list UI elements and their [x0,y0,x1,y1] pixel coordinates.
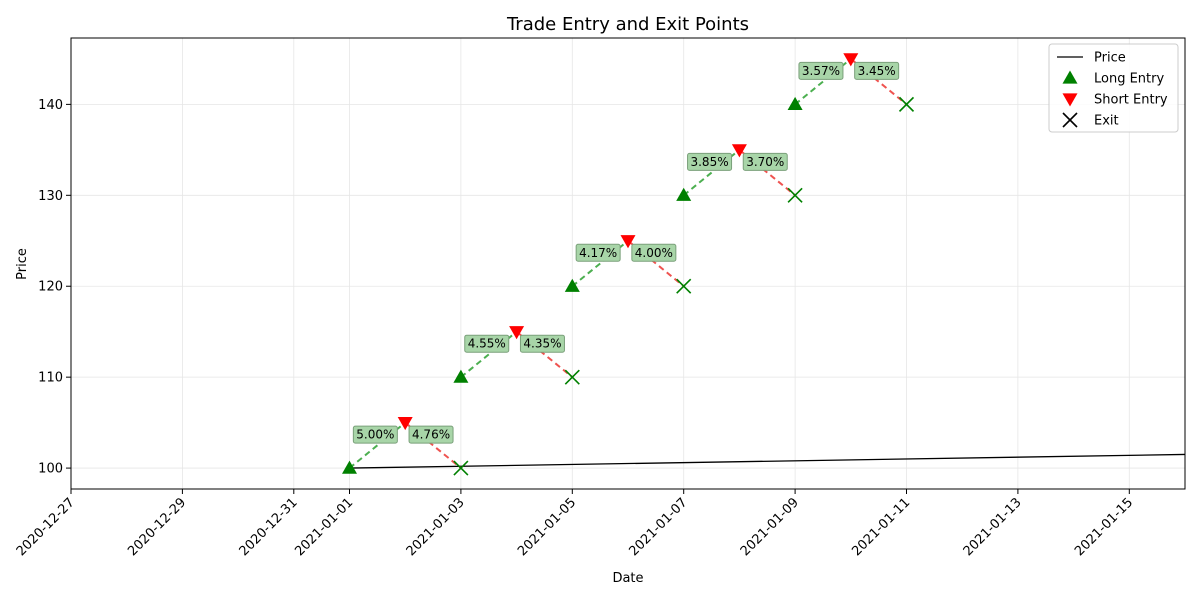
trade-3: 4.17% 4.00% [564,235,692,294]
y-tick-label: 140 [38,98,63,113]
trade-5: 3.57% 3.45% [787,53,915,112]
loss-label: 3.70% [746,155,784,169]
exit-marker [453,460,469,476]
long-entry-marker [342,460,357,474]
exit-marker [676,278,692,294]
gain-label-box [464,334,510,353]
long-entry-marker [453,369,469,383]
loss-label: 4.76% [412,428,450,442]
price-line [349,453,1185,469]
grid-lines [70,38,1185,489]
legend-label-short: Short Entry [1094,93,1168,108]
loss-label-box [519,334,565,353]
trade-4: 3.85% 3.70% [676,144,803,203]
loss-label-box [408,425,454,444]
gain-label: 3.85% [690,155,728,169]
axes-frame [70,37,1186,490]
gain-label: 5.00% [356,428,394,442]
gain-label-box [687,152,733,171]
long-trade-line [460,330,518,378]
gain-label: 4.17% [579,246,617,260]
exit-marker-stroke-b [453,460,469,476]
y-axis-label: Price [15,248,30,280]
x-axis-label: Date [612,571,643,586]
plot-area: 5.00% 4.76% 4.55% 4.35% 4.17% 4.00% 3.85% 3.70%… [342,53,1185,476]
x-axis: 2020-12-27 2020-12-29 2020-12-312021-01-01… [14,489,1136,559]
trade-1: 5.00% 4.76% [342,416,469,476]
x-tick-label: 2020-12-29 [125,495,189,559]
x-tick-label: 2021-01-13 [961,495,1025,559]
legend-exit-swatch-stroke-b [1062,112,1078,128]
gain-label: 3.57% [802,64,840,78]
y-tick-label: 100 [38,462,63,477]
exit-marker-stroke-b [787,187,803,203]
long-trade-line [571,239,629,288]
legend: Price Long Entry Short Entry Exit [1048,43,1179,133]
y-tick-label: 120 [38,280,63,295]
x-tick-label: 2021-01-05 [515,495,579,559]
short-entry-marker [509,326,525,340]
exit-marker-stroke-b [676,278,692,294]
legend-long-swatch [1062,70,1078,84]
x-tick-label: 2021-01-01 [292,495,356,559]
loss-label: 4.00% [635,246,673,260]
exit-marker [898,96,915,112]
long-trade-line [794,58,852,106]
short-entry-marker [843,53,859,67]
loss-label-box [742,152,788,171]
y-tick-label: 110 [38,371,63,386]
gain-label-box [798,61,844,80]
legend-label-long: Long Entry [1094,72,1164,87]
loss-label-box [854,61,900,80]
y-tick-label: 130 [38,189,63,204]
loss-label-box [631,243,677,262]
exit-marker [564,369,580,385]
legend-exit-swatch [1062,112,1078,128]
exit-marker-stroke-b [564,369,580,385]
y-axis: 100 110 120 130 140 [38,98,71,477]
x-tick-label: 2020-12-27 [14,495,78,559]
long-entry-marker [564,278,580,292]
x-tick-label: 2021-01-09 [738,495,802,559]
x-tick-label: 2020-12-31 [237,495,301,559]
legend-short-swatch [1062,93,1078,107]
exit-marker [787,187,803,203]
gain-label-box [575,243,621,262]
long-trade-line [348,421,406,469]
gain-label: 4.55% [468,337,506,351]
trade-2: 4.55% 4.35% [453,326,580,385]
exit-marker-stroke-b [898,96,915,112]
x-tick-label: 2021-01-03 [404,495,468,559]
long-entry-marker [676,187,692,201]
legend-frame [1048,43,1179,133]
x-tick-label: 2021-01-15 [1072,495,1136,559]
long-trade-line [683,149,741,197]
x-tick-label: 2021-01-11 [849,495,913,559]
legend-label-price: Price [1094,51,1126,66]
gain-label-box [352,425,398,444]
chart-title: Trade Entry and Exit Points [506,14,749,35]
short-entry-marker [620,235,636,249]
legend-label-exit: Exit [1094,114,1119,129]
loss-label: 4.35% [523,337,561,351]
short-entry-marker [397,416,413,431]
long-entry-marker [787,96,803,111]
short-entry-marker [731,144,747,158]
loss-label: 3.45% [858,64,896,78]
x-tick-label: 2021-01-07 [626,495,690,559]
